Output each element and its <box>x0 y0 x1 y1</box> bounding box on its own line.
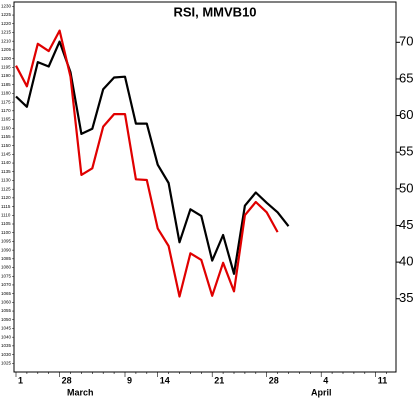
y2-tick-label: 1195 <box>1 64 11 69</box>
y2-tick-label: 1150 <box>1 143 11 148</box>
plot-frame <box>13 1 397 373</box>
x-tick-label: 28 <box>269 375 279 385</box>
y2-tick-label: 1125 <box>1 186 11 191</box>
y2-tick-label: 1100 <box>1 230 11 235</box>
y2-tick-label: 1180 <box>1 91 11 96</box>
y2-tick-label: 1085 <box>1 256 12 261</box>
y2-tick-label: 1165 <box>1 117 11 122</box>
x-tick-label: 1 <box>18 375 23 385</box>
x-tick-label: 4 <box>323 375 328 385</box>
y2-tick-label: 1070 <box>1 282 12 287</box>
y2-tick-label: 1115 <box>1 204 11 209</box>
y-tick-label: 35 <box>399 290 413 305</box>
y-tick-label: 55 <box>399 144 413 159</box>
y2-tick-label: 1170 <box>1 108 11 113</box>
y-tick-label: 65 <box>399 70 413 85</box>
y-tick-label: 40 <box>399 254 413 269</box>
x-tick-label: 21 <box>214 375 224 385</box>
y2-tick-label: 1055 <box>1 308 12 313</box>
y2-tick-label: 1200 <box>1 56 12 61</box>
y2-tick-label: 1050 <box>1 317 12 322</box>
y2-tick-label: 1025 <box>1 360 12 365</box>
y2-tick-label: 1080 <box>1 265 12 270</box>
chart-title: RSI, MMVB10 <box>173 4 256 19</box>
x-tick-label: 14 <box>160 375 170 385</box>
y2-tick-label: 1205 <box>1 47 12 52</box>
y2-tick-label: 1155 <box>1 134 11 139</box>
y2-tick-label: 1030 <box>1 352 12 357</box>
month-label: March <box>67 387 94 397</box>
y2-tick-label: 1040 <box>1 334 12 339</box>
y2-tick-label: 1090 <box>1 247 12 252</box>
y-tick-label: 45 <box>399 217 413 232</box>
y2-tick-label: 1135 <box>1 169 11 174</box>
x-tick-label: 9 <box>127 375 132 385</box>
y-tick-label: 70 <box>399 34 413 49</box>
y2-tick-label: 1175 <box>1 99 11 104</box>
y2-tick-label: 1145 <box>1 152 11 157</box>
y2-tick-label: 1060 <box>1 300 12 305</box>
y2-tick-label: 1045 <box>1 326 12 331</box>
y2-tick-label: 1065 <box>1 291 12 296</box>
y2-tick-label: 1120 <box>1 195 11 200</box>
y2-tick-label: 1220 <box>1 21 12 26</box>
y-tick-label: 60 <box>399 107 413 122</box>
y2-tick-label: 1185 <box>1 82 11 87</box>
y2-tick-label: 1210 <box>1 38 12 43</box>
y2-tick-label: 1095 <box>1 239 12 244</box>
y2-tick-label: 1215 <box>1 30 12 35</box>
rsi-line <box>15 29 279 298</box>
y2-tick-label: 1075 <box>1 273 12 278</box>
y2-tick-label: 1140 <box>1 160 11 165</box>
y2-tick-label: 1160 <box>1 125 11 130</box>
y2-tick-label: 1035 <box>1 343 12 348</box>
y2-tick-label: 1130 <box>1 178 11 183</box>
y2-tick-label: 1190 <box>1 73 11 78</box>
y2-tick-label: 1105 <box>1 221 11 226</box>
y2-tick-label: 1230 <box>1 4 12 9</box>
y2-tick-label: 1110 <box>1 212 11 217</box>
y2-tick-label: 1225 <box>1 12 12 17</box>
x-tick-label: 11 <box>378 375 388 385</box>
rsi-line <box>15 40 290 275</box>
month-label: April <box>311 387 332 397</box>
x-tick-label: 28 <box>62 375 72 385</box>
y-tick-label: 50 <box>399 180 413 195</box>
